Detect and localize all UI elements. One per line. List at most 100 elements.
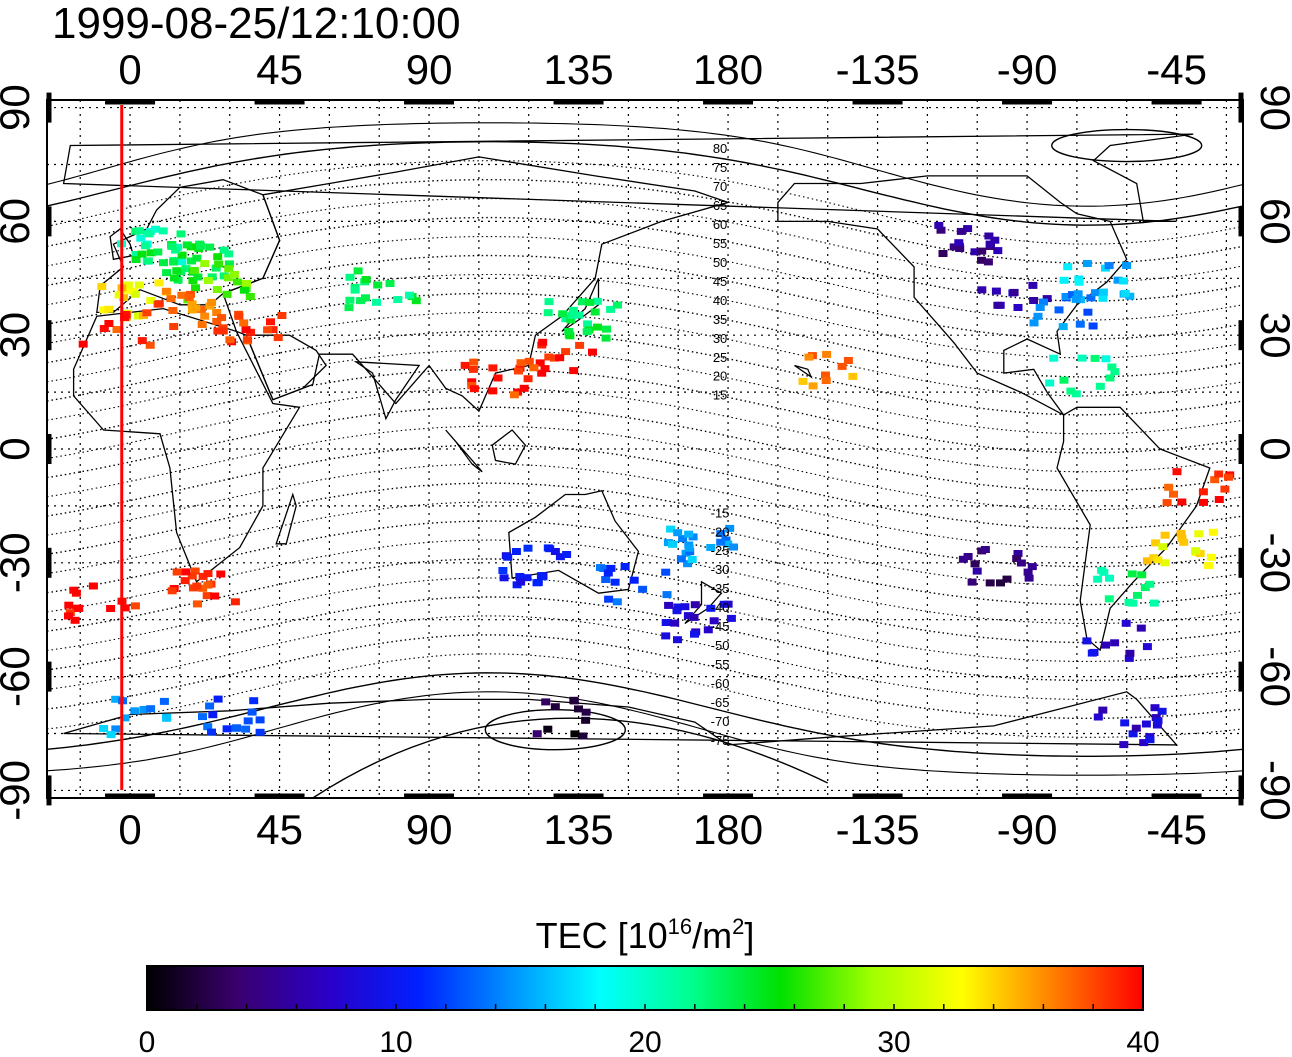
- tec-cell: [263, 326, 273, 334]
- tec-cell: [538, 338, 548, 346]
- tec-cell: [1054, 306, 1064, 314]
- tec-cell: [104, 305, 114, 313]
- tec-cell: [1145, 736, 1155, 744]
- tec-cell: [1119, 741, 1129, 749]
- tec-cell: [266, 318, 275, 326]
- tec-cell: [822, 350, 832, 358]
- tec-cell: [1124, 598, 1134, 606]
- tec-cell: [511, 548, 521, 555]
- tec-cell: [581, 716, 591, 724]
- contour-label: 45: [713, 274, 727, 289]
- tec-cell: [134, 281, 144, 289]
- longitude-ticks-bottom: 0 45 90 135 180 -135 -90 -45: [118, 806, 1207, 853]
- tec-cell: [350, 286, 360, 294]
- latitude-tick-label: -30: [0, 532, 38, 593]
- magnetic-contour: [47, 273, 1243, 359]
- tec-cell: [169, 258, 179, 266]
- tec-cell: [214, 260, 224, 268]
- tec-cell: [516, 578, 526, 586]
- coastline-uk: [109, 228, 135, 261]
- tec-cell: [224, 250, 234, 258]
- tec-cell: [519, 384, 529, 392]
- tec-cell: [205, 243, 215, 251]
- tec-cell: [1124, 654, 1134, 662]
- tec-cell: [1128, 730, 1138, 738]
- tec-cell: [88, 582, 98, 590]
- tec-cell: [1220, 485, 1230, 493]
- tec-cell: [203, 570, 213, 578]
- coastline-madagascar: [275, 492, 297, 545]
- tec-cell: [668, 540, 677, 548]
- colorbar-gradient: [146, 965, 1144, 1011]
- tec-cell: [1101, 355, 1111, 363]
- longitude-tick-label: 0: [118, 46, 141, 93]
- tec-cell: [934, 221, 944, 229]
- tec-cell: [1139, 739, 1149, 747]
- contour-label: 75: [713, 160, 727, 175]
- tec-cell: [120, 604, 130, 612]
- tec-cell: [716, 538, 726, 546]
- tec-cell: [187, 300, 197, 308]
- tec-cell: [980, 546, 990, 553]
- tec-cell: [523, 375, 533, 383]
- tec-cell: [991, 287, 1001, 295]
- tec-cell: [1073, 290, 1083, 298]
- tec-cell: [990, 236, 1000, 244]
- tec-cell: [1045, 379, 1055, 387]
- tec-cell: [161, 287, 171, 295]
- tec-cell: [191, 284, 200, 292]
- magnetic-contour: [47, 634, 1243, 719]
- tec-cell: [143, 257, 153, 265]
- tec-cell: [949, 243, 959, 251]
- tec-cell: [1063, 263, 1073, 271]
- tec-cell: [1191, 547, 1201, 555]
- tec-cell: [575, 341, 585, 349]
- tec-cell: [729, 543, 738, 551]
- tec-cell: [562, 551, 572, 558]
- tec-cell-cluster: [153, 287, 222, 330]
- tec-cell: [1195, 550, 1205, 557]
- contour-label: -65: [711, 695, 730, 710]
- tec-cell: [555, 354, 565, 362]
- tec-cell: [599, 565, 609, 572]
- tec-cell: [683, 560, 693, 568]
- tec-cell: [1009, 288, 1019, 296]
- tec-cell: [993, 301, 1003, 309]
- tec-cell: [239, 286, 249, 294]
- tec-cell: [544, 353, 554, 361]
- magnetic-contour: [47, 653, 1243, 738]
- tec-cell: [268, 326, 278, 334]
- tec-cell: [1097, 566, 1107, 574]
- tec-cell: [134, 227, 144, 235]
- tec-cell: [207, 728, 216, 736]
- tec-cell: [193, 273, 203, 281]
- tec-cell: [273, 334, 283, 342]
- tec-cell: [345, 273, 355, 281]
- magnetic-contour: [47, 216, 1243, 302]
- tec-cell: [1033, 312, 1043, 320]
- tec-cell: [564, 328, 574, 335]
- tec-cell: [488, 387, 498, 395]
- tec-cell: [137, 337, 147, 345]
- tec-cell: [725, 524, 735, 532]
- tec-cell: [673, 529, 683, 537]
- tec-cell: [545, 545, 555, 553]
- tec-cell: [1158, 543, 1168, 551]
- tec-cell-cluster: [1093, 566, 1159, 607]
- tec-cell: [210, 592, 220, 600]
- contour-label: -70: [711, 714, 730, 729]
- coastline-asia: [222, 156, 731, 413]
- tec-cell: [684, 530, 694, 538]
- tec-cell: [1024, 574, 1034, 582]
- tec-cell: [516, 359, 526, 367]
- colorbar-tick-label: 0: [139, 1026, 156, 1057]
- tec-cell: [229, 270, 239, 278]
- tec-cell: [544, 298, 554, 306]
- tec-cell: [137, 250, 147, 258]
- magnetic-contour: [47, 444, 1243, 530]
- tec-cell: [212, 286, 222, 293]
- magnetic-contour: [47, 615, 1243, 700]
- tec-cell: [673, 636, 682, 644]
- tec-cell: [247, 708, 257, 716]
- tec-cell: [1023, 568, 1033, 576]
